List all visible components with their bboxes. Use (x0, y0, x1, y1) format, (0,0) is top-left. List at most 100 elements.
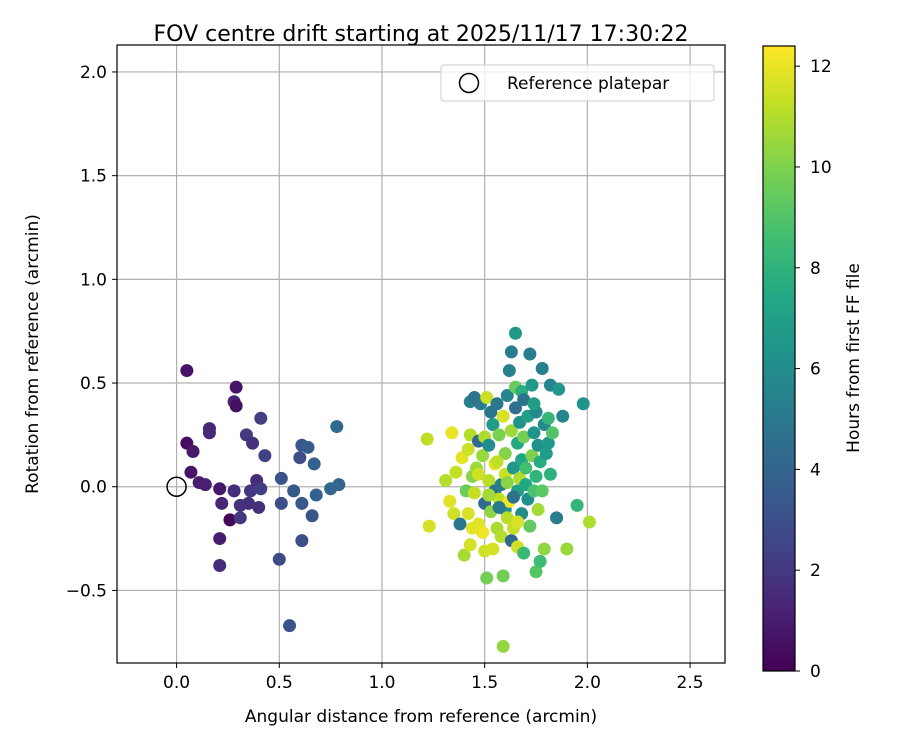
data-point (184, 465, 198, 479)
data-point (461, 507, 475, 521)
data-point (576, 397, 590, 411)
x-tick-label: 1.5 (471, 673, 498, 693)
data-point (301, 440, 315, 454)
data-point (541, 411, 555, 425)
data-point (332, 478, 346, 492)
data-point (439, 474, 453, 488)
data-point (186, 444, 200, 458)
x-axis-label: Angular distance from reference (arcmin) (245, 707, 597, 727)
data-points (180, 326, 596, 653)
data-point (244, 484, 258, 498)
data-point (500, 511, 514, 525)
data-point (539, 447, 553, 461)
data-point (500, 476, 514, 490)
colorbar-tick-label: 12 (810, 57, 832, 77)
y-tick-label: 0.5 (80, 374, 107, 394)
data-point (258, 449, 272, 463)
data-point (241, 496, 255, 510)
data-point (252, 500, 266, 514)
y-tick-label: 1.5 (80, 167, 107, 187)
data-point (213, 532, 227, 546)
data-point (533, 554, 547, 568)
data-point (254, 411, 268, 425)
data-point (202, 426, 216, 440)
data-point (223, 513, 237, 527)
data-point (309, 488, 323, 502)
data-point (461, 442, 475, 456)
data-point (229, 380, 243, 394)
data-point (500, 388, 514, 402)
data-point (180, 364, 194, 378)
data-point (492, 428, 506, 442)
legend-box (440, 64, 715, 102)
y-tick-label: 1.0 (80, 270, 107, 290)
data-point (482, 438, 496, 452)
data-point (293, 451, 307, 465)
data-point (517, 393, 531, 407)
data-point (556, 409, 570, 423)
x-axis-ticks: 0.0 0.5 1.0 1.5 2.0 2.5 (163, 663, 704, 693)
data-point (254, 482, 268, 496)
data-point (482, 488, 496, 502)
data-point (537, 542, 551, 556)
data-point (504, 345, 518, 359)
data-point (233, 511, 247, 525)
data-point (465, 521, 479, 535)
colorbar-tick-label: 8 (810, 259, 821, 279)
grid (117, 45, 725, 663)
data-point (295, 496, 309, 510)
data-point (508, 401, 522, 415)
data-point (535, 362, 549, 376)
data-point (504, 424, 518, 438)
data-point (213, 482, 227, 496)
colorbar-tick-label: 2 (810, 561, 821, 581)
data-point (422, 519, 436, 533)
data-point (227, 484, 241, 498)
data-point (472, 467, 486, 481)
data-point (543, 467, 557, 481)
colorbar-gradient (762, 45, 796, 672)
data-point (560, 542, 574, 556)
data-point (490, 455, 504, 469)
data-point (498, 447, 512, 461)
colorbar-tick-label: 0 (810, 662, 821, 682)
colorbar: 0 2 4 6 8 10 12 Hours from first FF file (762, 45, 864, 682)
data-point (508, 326, 522, 340)
data-point (535, 484, 549, 498)
data-point (215, 496, 229, 510)
data-point (467, 486, 481, 500)
data-point (420, 432, 434, 446)
data-point (272, 552, 286, 566)
data-point (529, 565, 543, 579)
colorbar-label: Hours from first FF file (844, 263, 864, 453)
x-tick-label: 2.0 (574, 673, 601, 693)
data-point (523, 519, 537, 533)
colorbar-tick-label: 6 (810, 360, 821, 380)
data-point (527, 426, 541, 440)
data-point (492, 500, 506, 514)
x-tick-label: 2.5 (677, 673, 704, 693)
y-axis-ticks: −0.5 0.0 0.5 1.0 1.5 2.0 (66, 63, 117, 601)
data-point (443, 494, 457, 508)
x-tick-label: 1.0 (368, 673, 395, 693)
data-point (523, 347, 537, 361)
data-point (550, 511, 564, 525)
data-point (496, 409, 510, 423)
data-point (283, 619, 297, 633)
data-point (449, 465, 463, 479)
data-point (511, 515, 525, 529)
data-point (274, 496, 288, 510)
data-point (307, 457, 321, 471)
data-point (480, 391, 494, 405)
data-point (295, 534, 309, 548)
data-point (484, 405, 498, 419)
x-tick-label: 0.0 (163, 673, 190, 693)
data-point (529, 469, 543, 483)
data-point (496, 569, 510, 583)
data-point (463, 538, 477, 552)
data-point (246, 436, 260, 450)
legend: Reference platepar (440, 64, 715, 102)
colorbar-ticks: 0 2 4 6 8 10 12 (795, 57, 832, 682)
data-point (541, 436, 555, 450)
data-point (486, 418, 500, 432)
